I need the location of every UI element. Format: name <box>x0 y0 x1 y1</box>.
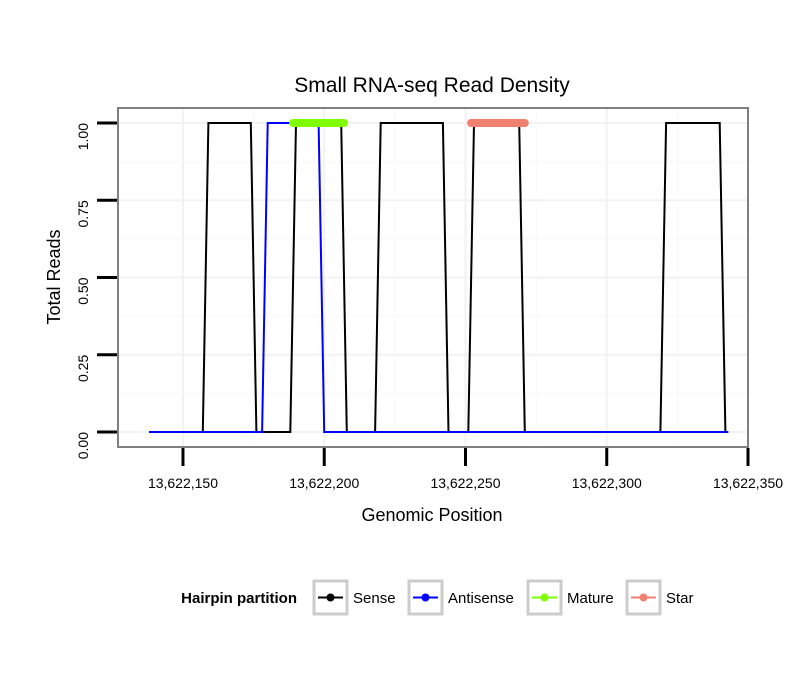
legend-label: Antisense <box>448 590 514 607</box>
legend-entry-mature: Mature <box>526 579 614 616</box>
series-line-sense <box>149 122 729 433</box>
legend-entry-antisense: Antisense <box>407 579 514 616</box>
y-tick-label: 0.50 <box>75 277 91 304</box>
x-axis-label: Genomic Position <box>361 505 502 525</box>
y-tick-label: 0.75 <box>75 200 91 227</box>
legend: Hairpin partition Sense Antisense Mature St… <box>181 579 694 616</box>
legend-key-dot <box>540 593 549 602</box>
legend-key-dot <box>639 593 648 602</box>
x-tick-label: 13,622,150 <box>148 475 218 491</box>
legend-label: Star <box>666 590 694 607</box>
y-axis-label: Total Reads <box>44 229 64 324</box>
y-tick-label: 1.00 <box>75 123 91 150</box>
x-tick-label: 13,622,350 <box>713 475 783 491</box>
legend-label: Mature <box>567 590 614 607</box>
legend-title: Hairpin partition <box>181 590 297 607</box>
legend-key-dot <box>421 593 430 602</box>
chart-title: Small RNA-seq Read Density <box>294 74 570 97</box>
legend-label: Sense <box>353 590 396 607</box>
y-tick-label: 0.25 <box>75 355 91 382</box>
legend-entry-sense: Sense <box>312 579 396 616</box>
x-tick-label: 13,622,300 <box>572 475 642 491</box>
y-axis: 0.00 0.25 0.50 0.75 1.00 <box>75 121 117 459</box>
legend-key-dot <box>326 593 335 602</box>
legend-entry-star: Star <box>625 579 694 616</box>
y-tick-label: 0.00 <box>75 432 91 459</box>
x-tick-label: 13,622,250 <box>430 475 500 491</box>
x-tick-label: 13,622,200 <box>289 475 359 491</box>
series-lines <box>149 119 729 433</box>
x-axis: 13,622,150 13,622,200 13,622,250 13,622,300… <box>148 448 783 491</box>
